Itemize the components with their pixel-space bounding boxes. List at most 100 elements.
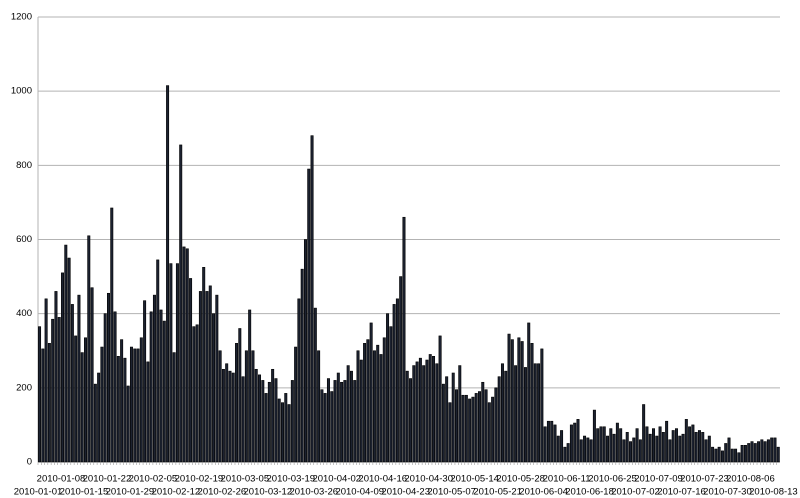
bar [87,235,91,463]
bar [432,356,436,463]
bar [474,393,478,463]
bar [481,381,485,463]
bar [684,419,688,463]
bar [507,333,511,463]
bar [711,446,715,463]
bar [402,216,406,463]
bar [274,378,278,463]
bar [707,435,711,463]
bar [681,433,685,463]
y-tick-label: 200 [16,382,32,393]
bar [182,246,186,463]
bar [264,393,268,463]
bar [228,370,232,463]
bar [120,339,124,463]
x-tick-label: 2010-01-22 [83,474,132,485]
bar [537,363,541,463]
bar [110,207,114,463]
bar [569,424,573,463]
bar [395,298,399,463]
bar [727,437,731,463]
bar [730,448,734,463]
bar [198,291,202,463]
bar [93,383,97,463]
bar [514,365,518,463]
bar [766,439,770,463]
bar [668,439,672,463]
bar [583,435,587,463]
bar [47,343,51,463]
bar [294,346,298,463]
bar [573,422,577,463]
bar [494,387,498,463]
bar [152,294,156,463]
bar [556,435,560,463]
bar [225,363,229,463]
x-tick-label: 2010-06-25 [588,474,637,485]
bar [540,348,544,463]
bar [422,365,426,463]
x-tick-label: 2010-06-04 [519,487,568,498]
bar [333,380,337,463]
bar [353,380,357,463]
bar [471,396,475,463]
bar [451,372,455,463]
bar [70,304,74,463]
bar [533,363,537,463]
bar [166,85,170,463]
bar [694,432,698,463]
bar [330,391,334,463]
bar [753,443,757,463]
bar [241,376,245,463]
bar [589,439,593,463]
bar [464,394,468,463]
bar [629,441,633,463]
bar [619,428,623,463]
x-tick-label: 2010-04-23 [381,487,430,498]
bar [126,385,130,463]
bar [323,393,327,463]
bar [520,341,524,463]
bar [343,380,347,463]
bar [297,298,301,463]
x-tick-label: 2010-07-23 [680,474,729,485]
bar [586,437,590,463]
bar [697,430,701,463]
bar [612,433,616,463]
bar [409,378,413,463]
bar [674,428,678,463]
bar [418,357,422,463]
bar [576,419,580,463]
x-tick-label: 2010-04-09 [335,487,384,498]
bar [123,357,127,463]
bar [622,439,626,463]
bar [271,368,275,463]
bar [336,372,340,463]
bar [704,439,708,463]
x-tick-label: 2010-07-09 [634,474,683,485]
bar [235,343,239,463]
bar [41,348,45,463]
bar [688,426,692,463]
bar [635,428,639,463]
y-tick-label: 800 [16,160,32,171]
bar [648,433,652,463]
bar [579,439,583,463]
bar [527,322,531,463]
bar [67,257,71,463]
bar [487,402,491,463]
bar [566,443,570,463]
bar [195,324,199,463]
x-tick-label: 2010-02-26 [198,487,247,498]
bar [238,328,242,463]
bar [720,450,724,463]
bar [212,313,216,463]
bar [491,396,495,463]
bar [97,372,101,463]
bar [448,402,452,463]
bar [175,263,179,463]
x-tick-label: 2010-01-15 [60,487,109,498]
bar [596,428,600,463]
bar [179,144,183,463]
